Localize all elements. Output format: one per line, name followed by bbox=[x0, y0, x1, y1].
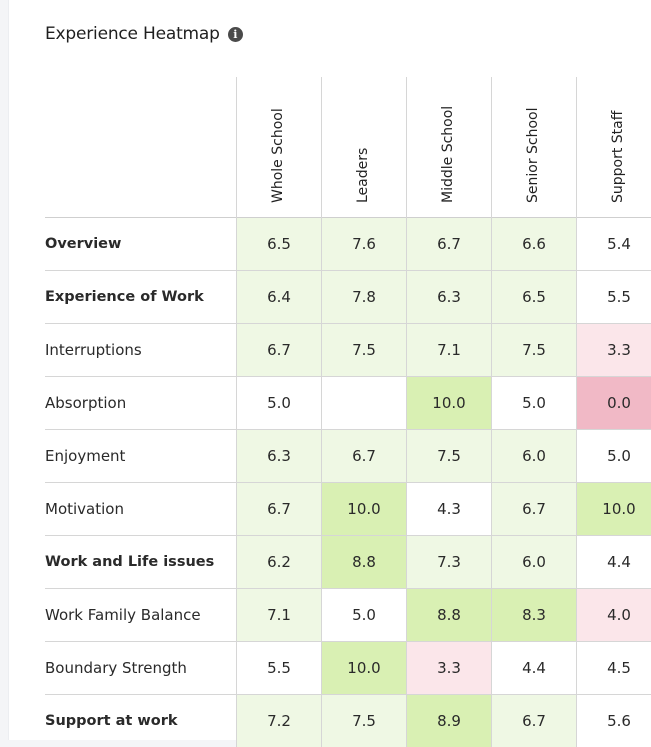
heatmap-cell[interactable]: 6.0 bbox=[492, 536, 577, 589]
chart-title: Experience Heatmap i bbox=[45, 24, 243, 44]
row-label: Absorption bbox=[45, 377, 237, 430]
heatmap-cell[interactable]: 6.3 bbox=[407, 271, 492, 324]
column-header[interactable]: Middle School bbox=[407, 77, 492, 218]
column-header-label: Middle School bbox=[440, 106, 456, 203]
row-label: Motivation bbox=[45, 483, 237, 536]
heatmap-cell[interactable] bbox=[322, 377, 407, 430]
heatmap-cell[interactable]: 4.4 bbox=[492, 642, 577, 695]
heatmap-cell[interactable]: 6.7 bbox=[492, 695, 577, 747]
column-header-label: Support Staff bbox=[610, 111, 626, 203]
column-header-label: Senior School bbox=[525, 107, 541, 203]
heatmap-cell[interactable]: 5.6 bbox=[577, 695, 651, 747]
heatmap-cell[interactable]: 5.5 bbox=[237, 642, 322, 695]
column-header[interactable]: Support Staff bbox=[577, 77, 651, 218]
heatmap-cell[interactable]: 7.5 bbox=[407, 430, 492, 483]
heatmap-cell[interactable]: 5.4 bbox=[577, 218, 651, 271]
row-label: Support at work bbox=[45, 695, 237, 747]
column-header[interactable]: Whole School bbox=[237, 77, 322, 218]
heatmap-cell[interactable]: 6.0 bbox=[492, 430, 577, 483]
heatmap-cell[interactable]: 6.5 bbox=[237, 218, 322, 271]
heatmap-cell[interactable]: 6.2 bbox=[237, 536, 322, 589]
corner-cell bbox=[45, 77, 237, 218]
column-header[interactable]: Senior School bbox=[492, 77, 577, 218]
heatmap-cell[interactable]: 7.5 bbox=[322, 695, 407, 747]
heatmap-cell[interactable]: 10.0 bbox=[577, 483, 651, 536]
heatmap-cell[interactable]: 7.8 bbox=[322, 271, 407, 324]
heatmap-cell[interactable]: 4.3 bbox=[407, 483, 492, 536]
heatmap-cell[interactable]: 6.7 bbox=[492, 483, 577, 536]
heatmap-cell[interactable]: 6.7 bbox=[237, 483, 322, 536]
heatmap-cell[interactable]: 5.0 bbox=[577, 430, 651, 483]
chart-title-text: Experience Heatmap bbox=[45, 24, 220, 44]
heatmap-cell[interactable]: 5.0 bbox=[237, 377, 322, 430]
heatmap-cell[interactable]: 7.1 bbox=[407, 324, 492, 377]
row-label: Work and Life issues bbox=[45, 536, 237, 589]
heatmap-cell[interactable]: 6.6 bbox=[492, 218, 577, 271]
heatmap-cell[interactable]: 5.0 bbox=[492, 377, 577, 430]
heatmap-cell[interactable]: 6.3 bbox=[237, 430, 322, 483]
column-header-row: Whole School Leaders Middle School Senio… bbox=[45, 77, 651, 218]
heatmap-cell[interactable]: 7.5 bbox=[322, 324, 407, 377]
heatmap-cell[interactable]: 10.0 bbox=[322, 642, 407, 695]
heatmap-cell[interactable]: 7.3 bbox=[407, 536, 492, 589]
heatmap-cell[interactable]: 7.6 bbox=[322, 218, 407, 271]
heatmap-cell[interactable]: 7.2 bbox=[237, 695, 322, 747]
row-label: Boundary Strength bbox=[45, 642, 237, 695]
column-header-label: Whole School bbox=[270, 108, 286, 203]
row-label: Interruptions bbox=[45, 324, 237, 377]
heatmap-cell[interactable]: 7.1 bbox=[237, 589, 322, 642]
heatmap-cell[interactable]: 8.8 bbox=[322, 536, 407, 589]
heatmap-cell[interactable]: 6.7 bbox=[407, 218, 492, 271]
heatmap-cell[interactable]: 10.0 bbox=[322, 483, 407, 536]
heatmap-cell[interactable]: 5.5 bbox=[577, 271, 651, 324]
row-label: Work Family Balance bbox=[45, 589, 237, 642]
heatmap-cell[interactable]: 10.0 bbox=[407, 377, 492, 430]
heatmap-cell[interactable]: 0.0 bbox=[577, 377, 651, 430]
heatmap-cell[interactable]: 4.0 bbox=[577, 589, 651, 642]
heatmap-card: Experience Heatmap i Whole School Leader… bbox=[8, 0, 651, 740]
heatmap-cell[interactable]: 4.5 bbox=[577, 642, 651, 695]
heatmap-table: Whole School Leaders Middle School Senio… bbox=[45, 77, 651, 747]
heatmap-cell[interactable]: 6.5 bbox=[492, 271, 577, 324]
heatmap-cell[interactable]: 7.5 bbox=[492, 324, 577, 377]
heatmap-cell[interactable]: 3.3 bbox=[577, 324, 651, 377]
heatmap-cell[interactable]: 8.3 bbox=[492, 589, 577, 642]
info-icon[interactable]: i bbox=[228, 27, 243, 42]
column-header-label: Leaders bbox=[355, 148, 371, 203]
row-label: Overview bbox=[45, 218, 237, 271]
row-label: Enjoyment bbox=[45, 430, 237, 483]
heatmap-cell[interactable]: 6.7 bbox=[322, 430, 407, 483]
row-label: Experience of Work bbox=[45, 271, 237, 324]
heatmap-cell[interactable]: 3.3 bbox=[407, 642, 492, 695]
column-header[interactable]: Leaders bbox=[322, 77, 407, 218]
heatmap-cell[interactable]: 6.7 bbox=[237, 324, 322, 377]
heatmap-cell[interactable]: 4.4 bbox=[577, 536, 651, 589]
heatmap-cell[interactable]: 6.4 bbox=[237, 271, 322, 324]
heatmap-cell[interactable]: 8.9 bbox=[407, 695, 492, 747]
heatmap-cell[interactable]: 8.8 bbox=[407, 589, 492, 642]
heatmap-cell[interactable]: 5.0 bbox=[322, 589, 407, 642]
